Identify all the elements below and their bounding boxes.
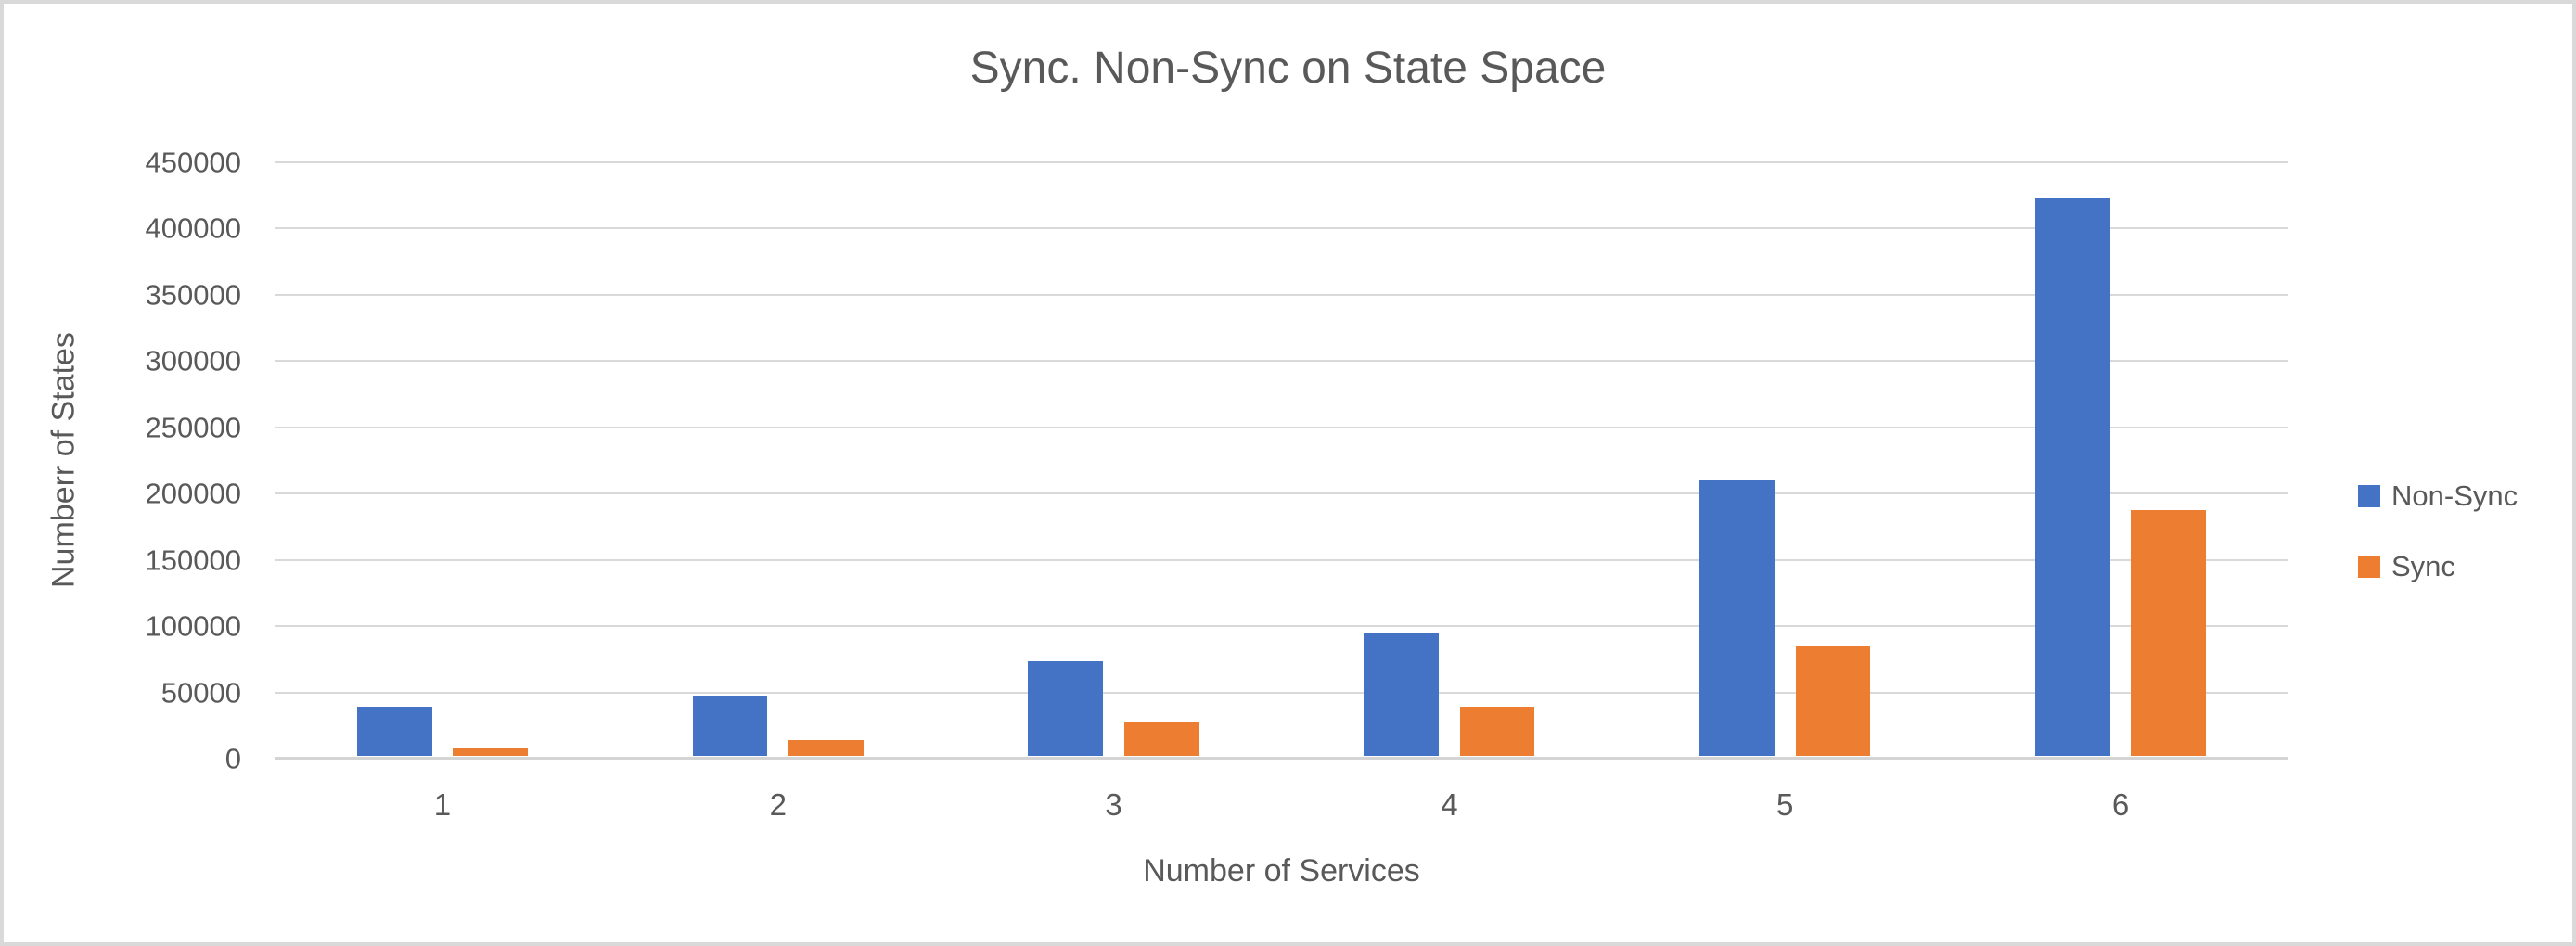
gridline-350000 — [275, 293, 2288, 296]
category-band-5 — [1617, 162, 1953, 756]
y-tick-label-0: 0 — [224, 742, 241, 775]
y-tick-label-50000: 50000 — [160, 676, 241, 710]
x-axis-tick-labels: 1 2 3 4 5 6 — [275, 787, 2288, 823]
gridline-300000 — [275, 360, 2288, 363]
y-tick-label-400000: 400000 — [145, 211, 241, 245]
y-tick-label-100000: 100000 — [145, 609, 241, 643]
bars-layer — [275, 162, 2288, 756]
legend-label-non-sync: Non-Sync — [2391, 479, 2518, 512]
bar-non-sync-3 — [1028, 660, 1104, 756]
category-band-2 — [610, 162, 946, 756]
y-tick-label-150000: 150000 — [145, 543, 241, 577]
gridline-250000 — [275, 426, 2288, 428]
x-tick-label-5: 5 — [1776, 787, 1794, 822]
gridline-50000 — [275, 691, 2288, 694]
bar-sync-3 — [1123, 722, 1199, 756]
bar-non-sync-2 — [692, 695, 768, 756]
x-axis-title: Number of Services — [1143, 853, 1420, 888]
x-tick-label-1: 1 — [433, 787, 452, 822]
plot-area — [275, 161, 2288, 760]
bar-non-sync-5 — [1699, 479, 1775, 756]
chart-title: Sync. Non-Sync on State Space — [969, 44, 1607, 93]
y-axis-tick-labels: 0 50000 100000 150000 200000 250000 300000 3500… — [4, 148, 241, 773]
x-tick-label-6: 6 — [2111, 787, 2130, 822]
category-band-3 — [946, 162, 1282, 756]
bar-sync-6 — [2131, 510, 2207, 756]
y-tick-label-200000: 200000 — [145, 477, 241, 510]
bar-sync-1 — [453, 747, 528, 756]
bar-sync-4 — [1459, 707, 1535, 756]
bar-sync-5 — [1795, 646, 1871, 756]
x-tick-label-3: 3 — [1105, 787, 1122, 822]
legend-item-non-sync: Non-Sync — [2358, 479, 2518, 512]
gridline-400000 — [275, 227, 2288, 230]
y-tick-label-250000: 250000 — [145, 411, 241, 444]
y-tick-label-300000: 300000 — [145, 344, 241, 377]
y-tick-label-450000: 450000 — [145, 146, 241, 179]
gridline-0 — [275, 757, 2288, 760]
bar-non-sync-4 — [1364, 633, 1439, 756]
gridline-450000 — [275, 161, 2288, 163]
category-band-1 — [275, 162, 610, 756]
x-tick-label-2: 2 — [769, 787, 787, 822]
legend-marker-sync-icon — [2358, 556, 2380, 578]
gridline-100000 — [275, 625, 2288, 628]
legend-marker-non-sync-icon — [2358, 485, 2380, 507]
legend-item-sync: Sync — [2358, 550, 2518, 582]
x-tick-label-4: 4 — [1441, 787, 1458, 822]
legend-label-sync: Sync — [2391, 550, 2455, 582]
gridline-150000 — [275, 558, 2288, 561]
gridline-200000 — [275, 492, 2288, 495]
bar-non-sync-6 — [2034, 198, 2110, 756]
y-tick-label-350000: 350000 — [145, 278, 241, 312]
bar-sync-2 — [788, 739, 864, 756]
category-band-4 — [1281, 162, 1617, 756]
legend: Non-Sync Sync — [2358, 479, 2518, 582]
category-band-6 — [1953, 162, 2288, 756]
bar-non-sync-1 — [356, 707, 432, 756]
